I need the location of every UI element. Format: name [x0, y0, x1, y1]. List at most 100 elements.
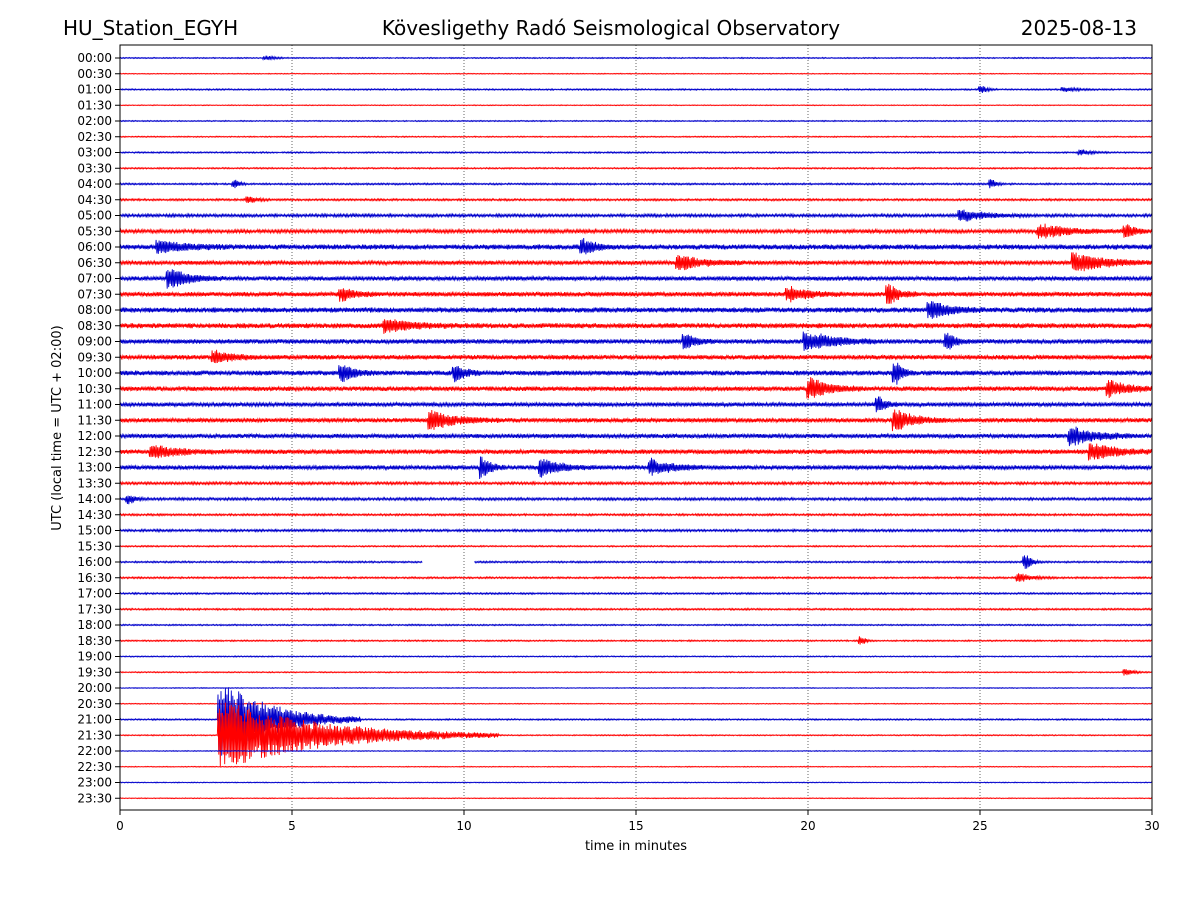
y-tick-label: 21:00: [77, 713, 112, 727]
trace-line: [119, 331, 1153, 351]
trace-line: [119, 480, 1153, 487]
trace-group: [119, 55, 1153, 800]
trace-line: [119, 166, 1153, 170]
y-tick-label: 09:30: [77, 350, 112, 364]
x-tick-label: 0: [116, 819, 124, 833]
trace-line: [119, 55, 1153, 61]
trace-line: [119, 283, 1153, 304]
y-tick-label: 08:00: [77, 303, 112, 317]
trace-line: [119, 85, 1153, 93]
y-tick-label: 07:30: [77, 287, 112, 301]
trace-line: [119, 573, 1153, 582]
trace-line: [119, 426, 1153, 447]
trace-line: [119, 623, 1153, 627]
y-tick-label: 08:30: [77, 319, 112, 333]
trace-line: [119, 104, 1153, 107]
x-tick-label: 10: [456, 819, 471, 833]
trace-line: [119, 237, 1153, 255]
trace-line: [119, 527, 1153, 534]
trace-line: [119, 72, 1153, 75]
x-axis-label: time in minutes: [585, 839, 687, 854]
y-tick-label: 07:00: [77, 272, 112, 286]
y-tick-label: 11:30: [77, 413, 112, 427]
trace-line: [119, 179, 1153, 189]
trace-line: [119, 209, 1153, 222]
trace-line: [119, 687, 1153, 756]
y-tick-label: 04:30: [77, 193, 112, 207]
station-label: HU_Station_EGYH: [63, 16, 238, 40]
x-tick-label: 30: [1144, 819, 1159, 833]
y-tick-label: 14:30: [77, 508, 112, 522]
y-tick-label: 18:00: [77, 618, 112, 632]
trace-line: [119, 149, 1153, 156]
y-tick-label: 21:30: [77, 728, 112, 742]
y-tick-label: 06:30: [77, 256, 112, 270]
y-tick-label: 20:30: [77, 697, 112, 711]
y-tick-label: 09:00: [77, 335, 112, 349]
trace-line: [119, 702, 1153, 767]
trace-line: [119, 544, 1153, 548]
trace-line: [119, 702, 1153, 705]
trace-line: [119, 495, 1153, 505]
trace-line: [119, 396, 1153, 413]
trace-line: [119, 636, 1153, 645]
y-tick-label: 17:30: [77, 602, 112, 616]
y-tick-label: 13:00: [77, 461, 112, 475]
y-tick-label: 14:00: [77, 492, 112, 506]
y-tick-label: 02:00: [77, 114, 112, 128]
trace-line: [119, 797, 1153, 800]
y-axis-label: UTC (local time = UTC + 02:00): [50, 325, 65, 530]
trace-line: [119, 119, 1153, 123]
y-tick-label: 06:00: [77, 240, 112, 254]
trace-line: [119, 349, 1153, 364]
x-axis: 0 5 10 15 20 25 30: [116, 810, 1160, 833]
y-tick-label: 02:30: [77, 130, 112, 144]
trace-line: [119, 269, 1153, 289]
y-tick-label: 20:00: [77, 681, 112, 695]
y-tick-label: 00:30: [77, 67, 112, 81]
y-tick-label: 22:00: [77, 744, 112, 758]
y-tick-label: 01:00: [77, 83, 112, 97]
y-tick-label: 17:00: [77, 587, 112, 601]
y-tick-label: 23:30: [77, 791, 112, 805]
trace-line: [119, 301, 1153, 319]
trace-line: [119, 362, 1153, 385]
trace-line: [119, 781, 1153, 784]
y-tick-label: 10:00: [77, 366, 112, 380]
trace-line: [119, 409, 1153, 432]
y-tick-label: 04:00: [77, 177, 112, 191]
y-tick-label: 03:00: [77, 146, 112, 160]
trace-line: [119, 252, 1153, 272]
y-tick-label: 23:00: [77, 776, 112, 790]
trace-line: [119, 591, 1153, 596]
y-tick-label: 01:30: [77, 98, 112, 112]
trace-line: [119, 443, 1153, 461]
y-tick-label: 12:00: [77, 429, 112, 443]
y-tick-label: 15:00: [77, 524, 112, 538]
trace-line: [119, 512, 1153, 517]
x-tick-label: 5: [288, 819, 296, 833]
y-tick-label: 13:30: [77, 476, 112, 490]
y-tick-label: 18:30: [77, 634, 112, 648]
trace-line: [119, 196, 1153, 203]
y-tick-label: 00:00: [77, 51, 112, 65]
x-tick-label: 15: [628, 819, 643, 833]
y-tick-label: 19:00: [77, 650, 112, 664]
y-tick-label: 10:30: [77, 382, 112, 396]
trace-line: [119, 555, 1153, 569]
y-tick-label: 11:00: [77, 398, 112, 412]
y-tick-label: 03:30: [77, 161, 112, 175]
y-tick-label: 12:30: [77, 445, 112, 459]
x-tick-label: 20: [800, 819, 815, 833]
y-tick-label: 19:30: [77, 665, 112, 679]
y-tick-label: 22:30: [77, 760, 112, 774]
y-tick-label: 05:30: [77, 224, 112, 238]
y-tick-label: 16:30: [77, 571, 112, 585]
trace-line: [119, 669, 1153, 676]
y-tick-label: 15:30: [77, 539, 112, 553]
trace-line: [119, 765, 1153, 768]
x-tick-label: 25: [972, 819, 987, 833]
y-tick-label: 05:00: [77, 209, 112, 223]
